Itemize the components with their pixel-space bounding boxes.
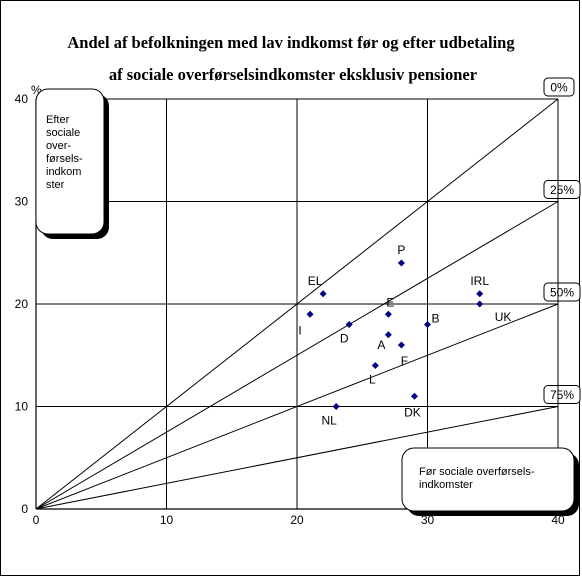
tick-labels: 0 10 20 30 40 0 10 20 30 40 — [15, 92, 565, 527]
reference-line — [35, 406, 559, 510]
y-tick-label: 30 — [15, 195, 29, 209]
point-label: DK — [404, 405, 421, 419]
data-point — [371, 362, 379, 369]
point-label: IRL — [470, 274, 489, 288]
data-point — [397, 259, 405, 267]
data-point — [319, 290, 327, 298]
y-tick-label: 10 — [15, 400, 29, 414]
data-points: P EL IRL UK I E D B A F L DK NL — [298, 243, 511, 428]
reference-label-box — [543, 282, 581, 302]
reference-label: 75% — [550, 388, 574, 402]
data-point — [397, 341, 405, 349]
reference-line — [35, 303, 559, 510]
point-label: B — [432, 312, 440, 326]
point-label: P — [397, 243, 405, 257]
data-point — [306, 310, 314, 318]
point-label: E — [386, 295, 394, 309]
point-label: D — [340, 332, 349, 346]
point-label: I — [298, 323, 301, 337]
reference-line — [35, 98, 559, 510]
point-label: L — [369, 373, 376, 387]
point-label: UK — [495, 310, 512, 324]
y-axis-note-box — [35, 88, 105, 235]
data-point — [384, 331, 392, 339]
gridlines — [36, 98, 559, 509]
data-point — [332, 403, 340, 410]
point-label: EL — [308, 274, 323, 288]
y-axis-note-line: førsels- — [46, 153, 83, 165]
y-axis-note-line: over- — [46, 140, 71, 152]
x-tick-label: 40 — [551, 513, 565, 527]
reference-label: 0% — [550, 81, 568, 95]
reference-label: 25% — [550, 183, 574, 197]
x-tick-label: 10 — [160, 513, 174, 527]
reference-label-box — [543, 385, 581, 404]
y-tick-label: 40 — [15, 92, 29, 106]
x-tick-label: 20 — [290, 513, 304, 527]
y-tick-label: 0 — [21, 502, 28, 516]
reference-label-box — [543, 77, 575, 97]
x-axis-note-line: indkomster — [419, 479, 473, 491]
x-tick-label: 0 — [33, 513, 40, 527]
x-tick-label: 30 — [421, 513, 435, 527]
data-point — [384, 310, 392, 318]
point-label: F — [401, 354, 408, 368]
x-axis-note-box — [401, 447, 575, 512]
y-axis-note-line: ster — [46, 179, 65, 191]
reference-line — [35, 201, 559, 510]
reference-lines: 0% 25% 50% 75% — [35, 77, 581, 510]
chart-title-line-1: Andel af befolkningen med lav indkomst f… — [67, 33, 515, 52]
data-point — [476, 300, 484, 308]
y-axis-note-line: Efter — [46, 114, 70, 126]
chart-title-line-2: af sociale overførselsindkomster eksklus… — [109, 65, 477, 84]
y-axis-note-line: sociale — [46, 127, 80, 139]
point-label: A — [377, 338, 385, 352]
y-axis-unit: % — [31, 83, 42, 97]
data-point — [476, 290, 484, 298]
reference-label-box — [543, 180, 581, 199]
data-point — [410, 392, 418, 400]
reference-label: 50% — [550, 286, 574, 300]
y-tick-label: 20 — [15, 297, 29, 311]
point-label: NL — [321, 414, 337, 428]
y-axis-note: Efter sociale over-førsels-indkom ster — [46, 114, 83, 191]
x-axis-note-line: Før sociale overførsels- — [419, 466, 535, 478]
y-axis-note-line: indkom — [46, 166, 81, 178]
data-point — [345, 321, 353, 328]
data-point — [424, 321, 431, 328]
x-axis-note: Før sociale overførsels-indkomster — [419, 466, 535, 491]
